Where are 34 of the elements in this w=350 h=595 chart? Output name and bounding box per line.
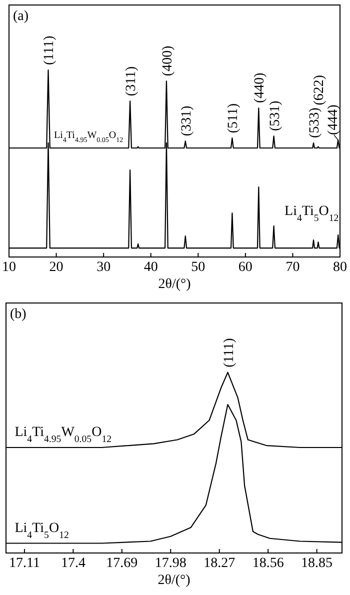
x-tick-label: 17.98 <box>154 556 186 571</box>
annotation: (533) <box>308 107 323 138</box>
annotation: (440) <box>252 72 268 104</box>
x-tick-label: 17.69 <box>106 556 138 571</box>
x-tick-label: 18.56 <box>252 556 284 571</box>
series-label: Li$_{4}$Ti$_{4.95}$W$_{0.05}$O$_{12}$ <box>54 130 124 144</box>
annotation: (111) <box>222 338 237 368</box>
annotation: (511) <box>226 102 242 134</box>
x-tick-label: 50 <box>191 260 206 275</box>
x-tick-label: 17.11 <box>8 556 40 571</box>
chart-title: (a) <box>13 9 29 24</box>
series-label: Li$_{4}$Ti$_{4.95}$W$_{0.05}$O$_{12}$ <box>14 425 112 444</box>
x-tick-label: 70 <box>286 260 300 275</box>
annotation: (311) <box>124 66 140 96</box>
annotation: (111) <box>42 35 58 66</box>
annotation: (400) <box>160 45 176 76</box>
annotation: (331) <box>179 105 194 136</box>
annotation: (444) <box>326 104 341 135</box>
x-tick-label: 10 <box>2 260 16 275</box>
annotation: (622) <box>312 74 328 106</box>
x-tick-label: 80 <box>333 260 347 275</box>
x-tick-label: 60 <box>238 260 252 275</box>
annotation: (531) <box>268 100 283 132</box>
x-tick-label: 18.27 <box>204 556 236 571</box>
x-axis-title: 2θ/(°) <box>158 277 192 292</box>
x-tick-label: 17.4 <box>60 556 86 571</box>
series-label: Li$_{4}$Ti$_{5}$O$_{12}$ <box>284 204 339 224</box>
x-tick-label: 30 <box>96 260 111 275</box>
series-label: Li$_{4}$Ti$_{5}$O$_{12}$ <box>14 521 69 540</box>
x-tick-label: 18.85 <box>301 556 333 571</box>
x-tick-label: 20 <box>49 260 64 275</box>
chart-title: (b) <box>10 307 27 322</box>
x-tick-label: 40 <box>144 260 158 275</box>
x-axis-title: 2θ/(°) <box>158 573 191 588</box>
